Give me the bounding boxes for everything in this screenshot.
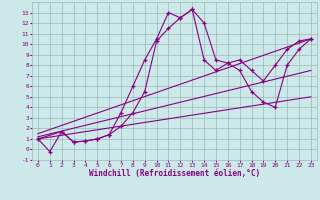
X-axis label: Windchill (Refroidissement éolien,°C): Windchill (Refroidissement éolien,°C): [89, 169, 260, 178]
